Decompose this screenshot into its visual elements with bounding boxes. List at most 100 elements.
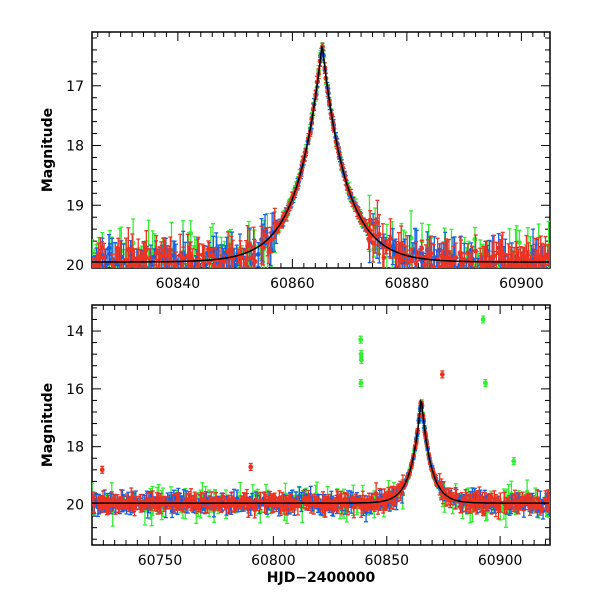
bottom-data-points — [92, 315, 550, 528]
data-point — [148, 272, 153, 277]
data-point — [115, 246, 121, 252]
data-point — [106, 245, 112, 251]
data-point — [376, 231, 382, 237]
data-point — [129, 246, 135, 252]
data-point — [173, 262, 179, 268]
data-point — [147, 256, 153, 261]
x-tick-label: 60860 — [270, 276, 315, 292]
data-point — [131, 269, 136, 274]
data-point — [218, 271, 223, 276]
y-tick-label: 20 — [66, 258, 84, 274]
data-point — [453, 255, 459, 261]
data-point — [252, 259, 258, 264]
bottom-tick-labels: 60750 60800 60850 60900 14 16 18 20 — [66, 324, 522, 569]
y-tick-label: 19 — [66, 198, 84, 214]
y-tick-label: 17 — [66, 79, 84, 95]
x-tick-label: 60850 — [364, 553, 409, 569]
y-tick-label: 20 — [66, 498, 84, 514]
data-point — [180, 255, 186, 261]
data-point — [139, 271, 144, 276]
data-point — [134, 267, 139, 268]
data-point — [367, 217, 373, 223]
data-point — [175, 496, 181, 502]
data-point — [481, 274, 486, 279]
data-point — [262, 232, 268, 238]
data-point — [439, 272, 444, 277]
bottom-plot-frame — [91, 304, 551, 546]
data-point — [506, 262, 511, 268]
data-point — [260, 245, 266, 251]
data-point — [222, 259, 227, 265]
data-point — [166, 271, 171, 276]
data-point — [154, 250, 159, 256]
x-tick-label: 60900 — [478, 553, 523, 569]
data-point — [177, 252, 183, 258]
top-plot-frame — [91, 31, 551, 269]
data-point — [192, 244, 198, 250]
top-data-points — [92, 42, 550, 283]
data-point — [394, 254, 399, 260]
y-tick-label: 16 — [66, 382, 84, 398]
data-point — [126, 275, 131, 280]
data-point — [147, 270, 152, 275]
data-point — [458, 273, 463, 278]
data-point — [413, 260, 419, 266]
x-tick-label: 60800 — [251, 553, 296, 569]
data-point — [517, 240, 522, 245]
data-point — [272, 220, 278, 226]
data-point — [119, 274, 124, 279]
data-point — [120, 268, 125, 273]
data-point — [112, 272, 117, 277]
data-point — [97, 254, 103, 260]
data-point — [448, 263, 454, 268]
x-tick-label: 60880 — [385, 276, 430, 292]
top-y-axis-title: Magnitude — [40, 108, 56, 192]
data-point — [123, 257, 129, 263]
data-point — [454, 271, 459, 276]
data-point — [480, 268, 485, 273]
data-point — [255, 252, 261, 257]
data-point — [242, 261, 248, 267]
data-point — [183, 269, 188, 274]
data-point — [476, 278, 481, 283]
data-point — [436, 264, 442, 268]
x-tick-label: 60900 — [499, 276, 544, 292]
data-point — [381, 255, 387, 260]
top-panel: 60840 60860 60880 60900 17 18 19 20 Magnitude — [40, 31, 551, 292]
data-point — [167, 247, 173, 253]
data-point — [111, 264, 116, 268]
data-point — [226, 271, 231, 276]
data-point — [409, 256, 415, 262]
data-point — [466, 268, 471, 273]
data-point — [195, 251, 201, 257]
data-point — [487, 262, 493, 268]
data-point — [99, 245, 105, 250]
data-point — [124, 274, 129, 279]
data-point — [435, 278, 440, 283]
data-point — [419, 245, 425, 251]
data-point — [370, 240, 376, 246]
data-point — [268, 237, 274, 243]
data-point — [464, 271, 469, 276]
data-point — [188, 251, 194, 257]
data-point — [467, 256, 473, 262]
top-model-curve — [92, 45, 550, 263]
x-tick-label: 60840 — [156, 276, 201, 292]
top-ticks — [92, 32, 550, 268]
data-point — [516, 256, 521, 262]
y-tick-label: 14 — [66, 324, 84, 340]
y-tick-label: 18 — [66, 440, 84, 456]
x-tick-label: 60750 — [138, 553, 183, 569]
y-tick-label: 18 — [66, 139, 84, 155]
data-point — [524, 254, 529, 260]
data-point — [475, 274, 480, 279]
data-point — [101, 255, 107, 261]
data-point — [491, 253, 497, 259]
data-point — [247, 241, 252, 247]
data-point — [213, 495, 219, 501]
data-point — [473, 248, 479, 254]
data-point — [447, 271, 452, 276]
data-point — [472, 236, 478, 242]
